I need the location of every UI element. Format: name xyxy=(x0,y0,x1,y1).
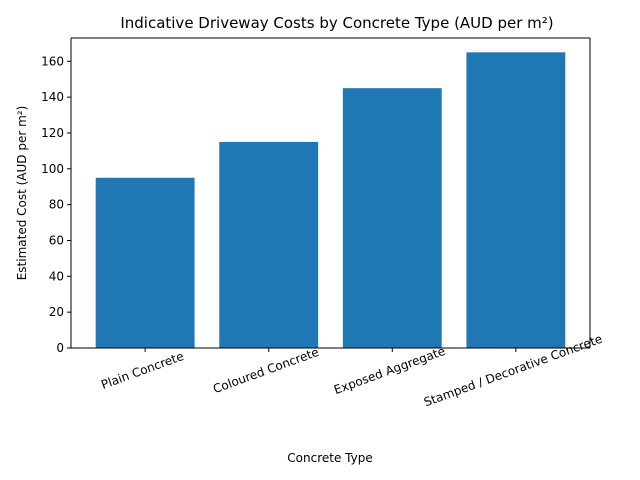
y-tick-label: 160 xyxy=(41,54,64,68)
chart-title: Indicative Driveway Costs by Concrete Ty… xyxy=(120,14,553,32)
y-tick-label: 120 xyxy=(41,126,64,140)
y-tick-label: 100 xyxy=(41,162,64,176)
y-tick-label: 20 xyxy=(49,305,64,319)
y-tick-label: 60 xyxy=(49,233,64,247)
bar-1 xyxy=(95,177,195,348)
y-tick-label: 80 xyxy=(49,198,64,212)
x-tick-label: Plain Concrete xyxy=(99,349,185,392)
y-tick-label: 140 xyxy=(41,90,64,104)
bar-3 xyxy=(342,88,442,349)
y-axis-label: Estimated Cost (AUD per m²) xyxy=(15,106,29,281)
bar-2 xyxy=(219,141,319,348)
y-tick-label: 40 xyxy=(49,269,64,283)
x-axis-label: Concrete Type xyxy=(287,451,372,465)
plot-area: 0 20 40 60 80 100 120 140 160 Plain Concrete Colou… xyxy=(41,37,604,409)
x-tick-label: Exposed Aggregate xyxy=(332,344,447,397)
x-tick-label: Coloured Concrete xyxy=(211,345,321,396)
bar-4 xyxy=(466,52,566,348)
y-tick-label: 0 xyxy=(56,341,64,355)
